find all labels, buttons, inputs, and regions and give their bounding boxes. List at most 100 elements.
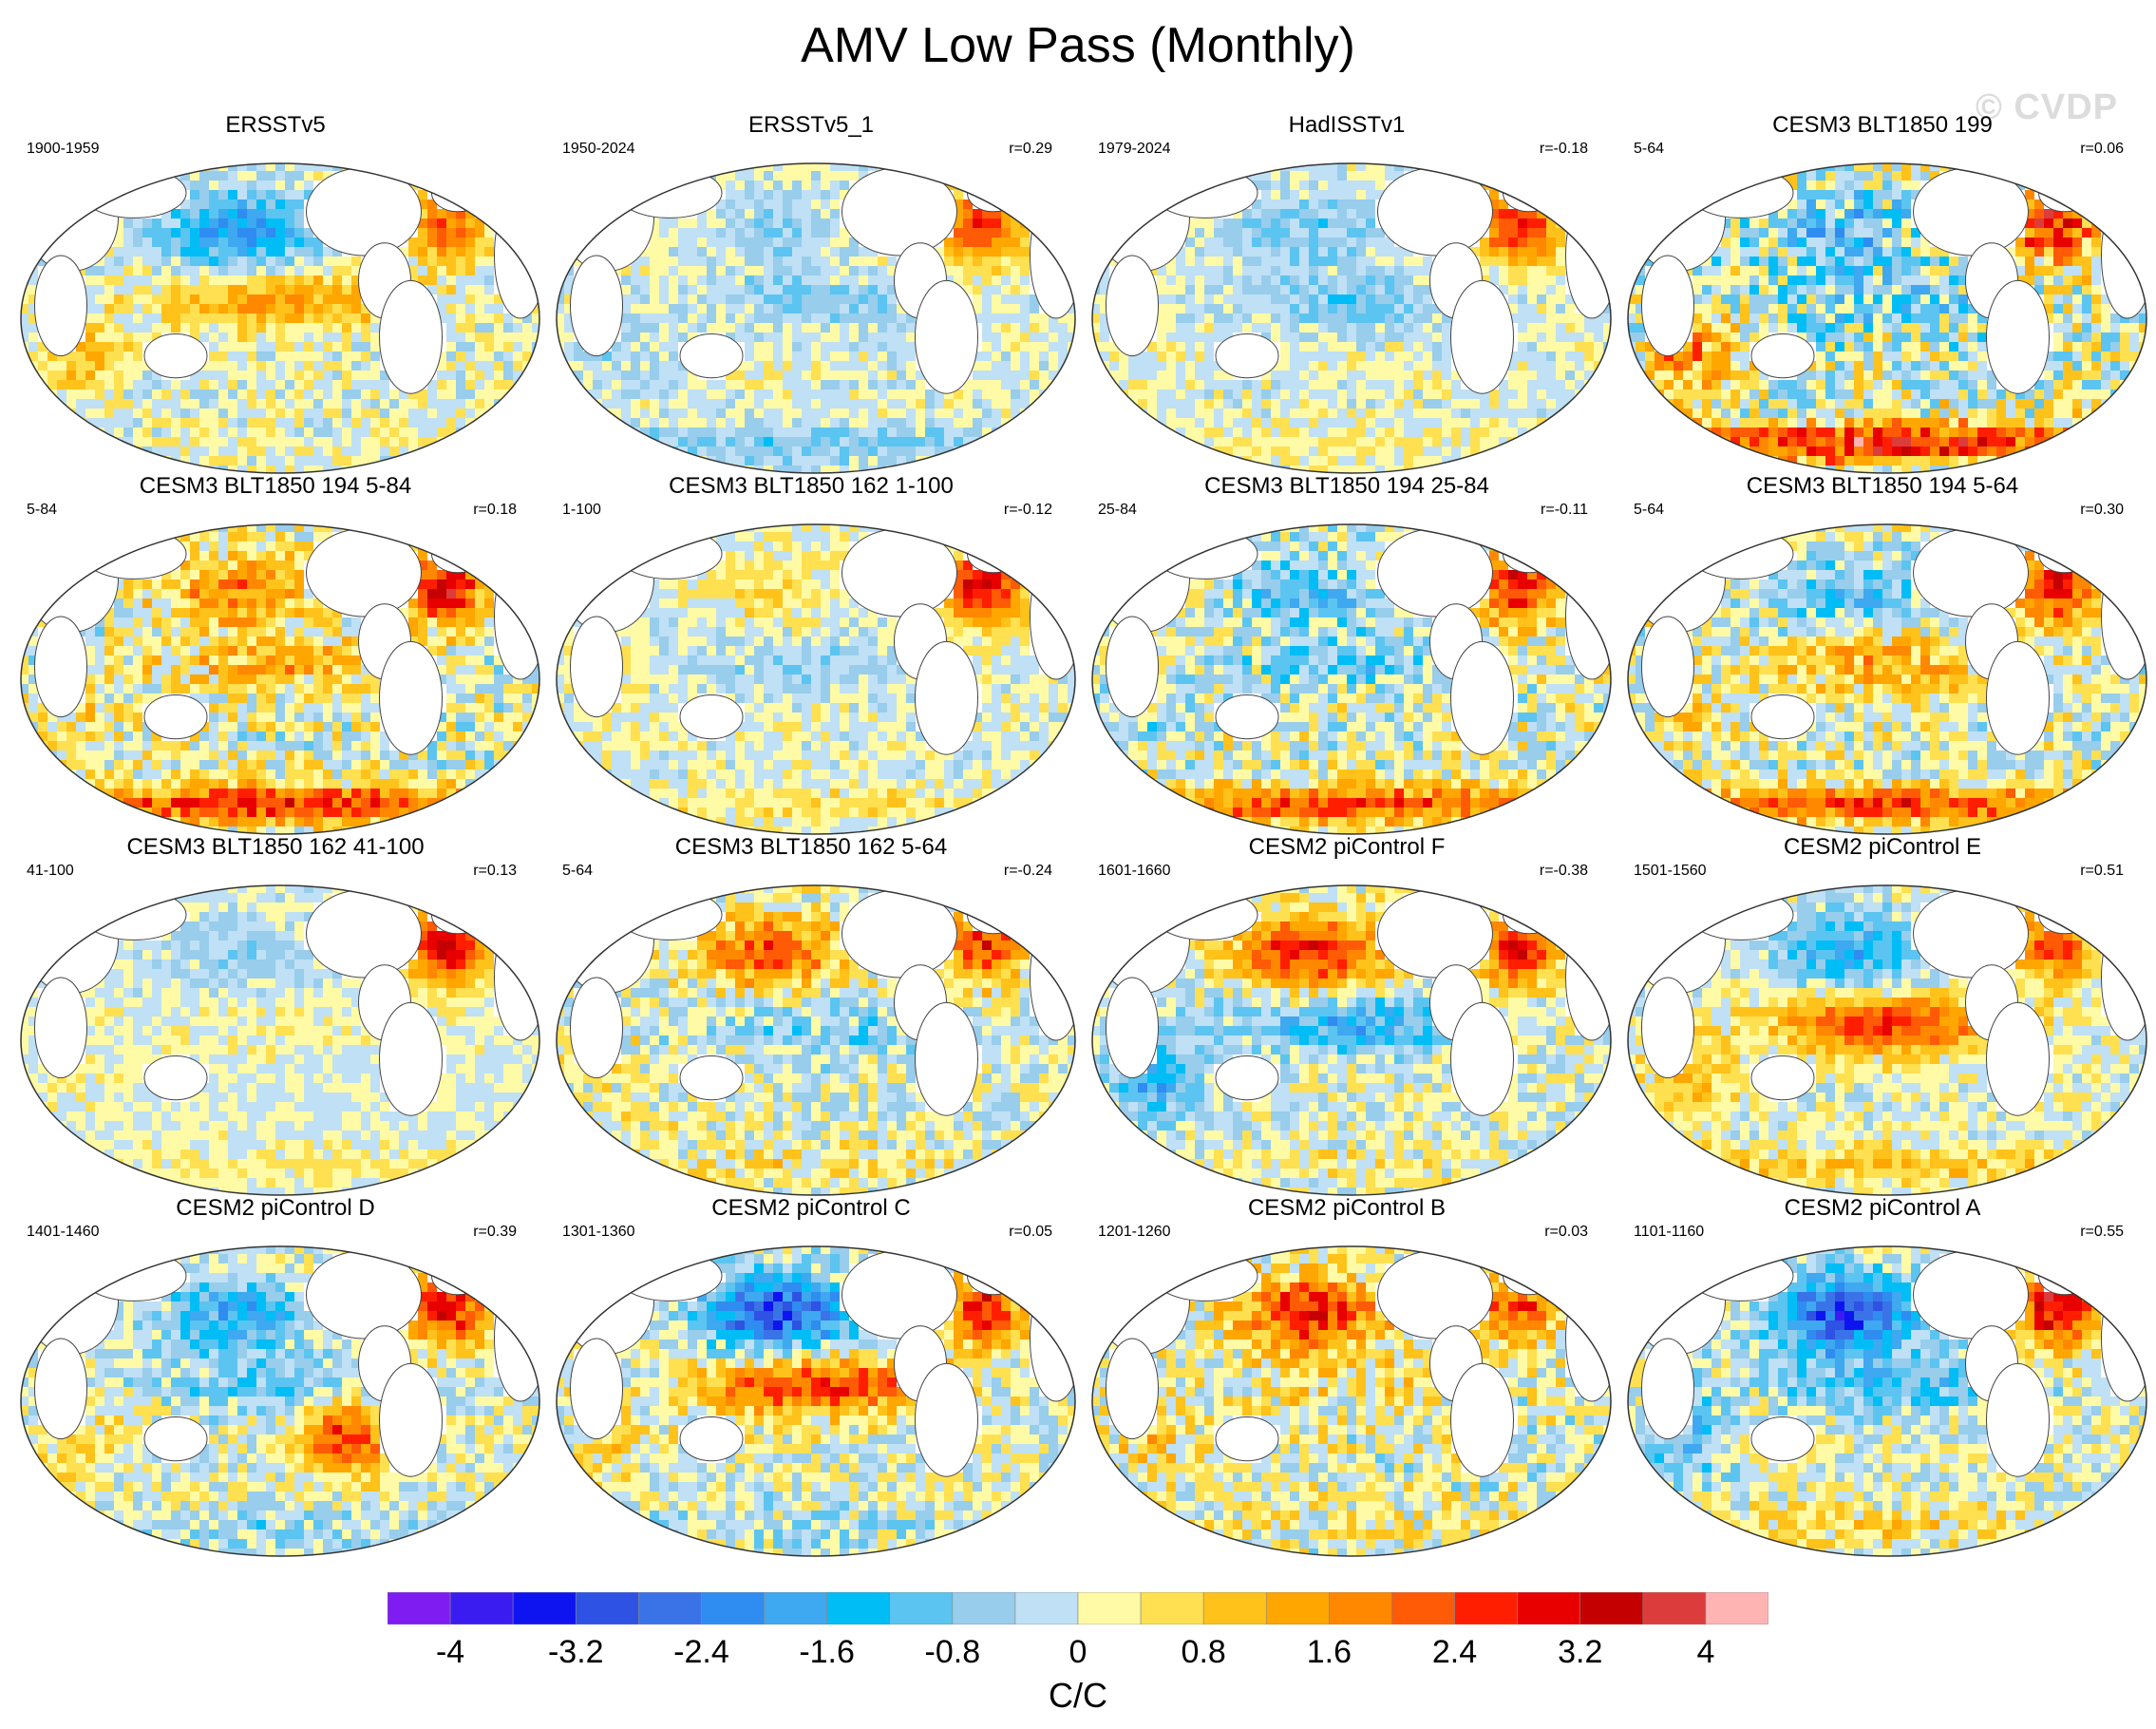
panel-title: CESM3 BLT1850 199 [1617, 112, 2148, 139]
panel-title: CESM3 BLT1850 162 1-100 [545, 473, 1077, 500]
map-frame [20, 162, 540, 474]
panel-pattern-correlation: r=0.30 [2080, 502, 2124, 519]
sst-regression-map [1091, 884, 1612, 1196]
map-frame [556, 884, 1076, 1196]
panel-pattern-correlation: r=-0.11 [1541, 502, 1588, 519]
figure-title: AMV Low Pass (Monthly) [0, 17, 2156, 74]
panel-title: CESM3 BLT1850 194 25-84 [1081, 473, 1613, 500]
panel-title: CESM2 piControl E [1617, 834, 2148, 861]
panel-period: 41-100 [27, 863, 74, 880]
panel-title: CESM2 piControl D [9, 1195, 541, 1222]
panel-period: 1201-1260 [1098, 1224, 1171, 1241]
panel-pattern-correlation: r=-0.18 [1540, 141, 1588, 158]
colorbar-swatch [764, 1592, 827, 1624]
map-panel: ERSSTv5 1900-1959 [9, 112, 541, 474]
panel-title: CESM2 piControl C [545, 1195, 1077, 1222]
colorbar-swatch [1202, 1592, 1267, 1624]
colorbar-swatch [1014, 1592, 1079, 1624]
colorbar-swatch [1705, 1592, 1768, 1624]
panel-period: 1979-2024 [1098, 141, 1171, 158]
panel-pattern-correlation: r=0.05 [1009, 1224, 1052, 1241]
map-panel: CESM3 BLT1850 162 5-64 5-64 r=-0.24 [545, 834, 1077, 1196]
sst-field [557, 885, 1075, 1195]
panel-title: CESM2 piControl F [1081, 834, 1613, 861]
panel-period: 1601-1660 [1098, 863, 1171, 880]
panel-period: 1-100 [562, 502, 601, 519]
panel-title: CESM3 BLT1850 194 5-84 [9, 473, 541, 500]
colorbar-swatch [388, 1592, 451, 1624]
colorbar-tick-label: -2.4 [673, 1634, 729, 1671]
colorbar-tick-label: -3.2 [548, 1634, 604, 1671]
map-frame [1091, 1245, 1612, 1557]
panel-title: CESM2 piControl A [1617, 1195, 2148, 1222]
panel-pattern-correlation: r=0.03 [1544, 1224, 1588, 1241]
sst-regression-map [1091, 1245, 1612, 1557]
cvdp-watermark: © CVDP [1976, 87, 2118, 128]
sst-regression-map [1627, 523, 2147, 835]
colorbar-swatch [889, 1592, 954, 1624]
sst-regression-map [1627, 1245, 2147, 1557]
panel-pattern-correlation: r=0.51 [2080, 863, 2124, 880]
sst-regression-map [556, 884, 1076, 1196]
map-frame [20, 1245, 540, 1557]
sst-field [1092, 1246, 1611, 1556]
map-panel: CESM3 BLT1850 162 1-100 1-100 r=-0.12 [545, 473, 1077, 835]
map-frame [1091, 884, 1612, 1196]
panel-pattern-correlation: r=-0.12 [1004, 502, 1052, 519]
map-panel: CESM2 piControl A 1101-1160 r=0.55 [1617, 1195, 2148, 1557]
panel-pattern-correlation: r=0.39 [473, 1224, 517, 1241]
sst-regression-map [20, 884, 540, 1196]
map-frame [556, 523, 1076, 835]
panel-pattern-correlation: r=0.55 [2080, 1224, 2124, 1241]
map-panel: CESM3 BLT1850 194 5-64 5-64 r=0.30 [1617, 473, 2148, 835]
colorbar [388, 1592, 1768, 1624]
panel-title: CESM3 BLT1850 162 5-64 [545, 834, 1077, 861]
sst-regression-map [1091, 523, 1612, 835]
colorbar-swatch [512, 1592, 577, 1624]
map-panel: CESM2 piControl C 1301-1360 r=0.05 [545, 1195, 1077, 1557]
colorbar-tick-label: 3.2 [1558, 1634, 1602, 1671]
colorbar-tick-label: -1.6 [799, 1634, 855, 1671]
panel-period: 1301-1360 [562, 1224, 635, 1241]
panel-period: 5-64 [1634, 141, 1664, 158]
map-frame [20, 884, 540, 1196]
panel-period: 5-64 [1634, 502, 1664, 519]
map-frame [1627, 1245, 2147, 1557]
continent-outlines [1095, 885, 1611, 1116]
map-frame [1091, 162, 1612, 474]
colorbar-tick-label: 4 [1696, 1634, 1714, 1671]
panel-period: 5-84 [27, 502, 57, 519]
panel-pattern-correlation: r=0.13 [473, 863, 517, 880]
panel-period: 1401-1460 [27, 1224, 100, 1241]
colorbar-swatch [1391, 1592, 1455, 1624]
colorbar-swatch [701, 1592, 765, 1624]
map-panel: ERSSTv5_1 1950-2024 r=0.29 [545, 112, 1077, 474]
panel-period: 1950-2024 [562, 141, 635, 158]
panel-pattern-correlation: r=-0.24 [1004, 863, 1052, 880]
colorbar-swatch [1579, 1592, 1644, 1624]
map-frame [1627, 162, 2147, 474]
colorbar-swatch [1454, 1592, 1518, 1624]
sst-regression-map [556, 523, 1076, 835]
colorbar-tick-label: 1.6 [1307, 1634, 1352, 1671]
panel-pattern-correlation: r=0.06 [2080, 141, 2124, 158]
colorbar-swatch [1077, 1592, 1142, 1624]
colorbar-swatch [1140, 1592, 1204, 1624]
colorbar-tick-label: -0.8 [925, 1634, 981, 1671]
map-panel: CESM2 piControl F 1601-1660 r=-0.38 [1081, 834, 1613, 1196]
map-frame [1627, 523, 2147, 835]
panel-title: ERSSTv5_1 [545, 112, 1077, 139]
colorbar-swatch [1642, 1592, 1707, 1624]
sst-regression-map [1627, 162, 2147, 474]
map-panel: CESM2 piControl D 1401-1460 r=0.39 [9, 1195, 541, 1557]
map-panel: CESM3 BLT1850 199 5-64 r=0.06 [1617, 112, 2148, 474]
panel-period: 1501-1560 [1634, 863, 1707, 880]
colorbar-swatch [575, 1592, 639, 1624]
colorbar-swatch [952, 1592, 1016, 1624]
sst-field [1628, 163, 2147, 473]
map-panel: CESM3 BLT1850 162 41-100 41-100 r=0.13 [9, 834, 541, 1196]
map-panel: CESM3 BLT1850 194 5-84 5-84 r=0.18 [9, 473, 541, 835]
colorbar-swatch [1329, 1592, 1392, 1624]
colorbar-swatch [1265, 1592, 1330, 1624]
map-frame [20, 523, 540, 835]
